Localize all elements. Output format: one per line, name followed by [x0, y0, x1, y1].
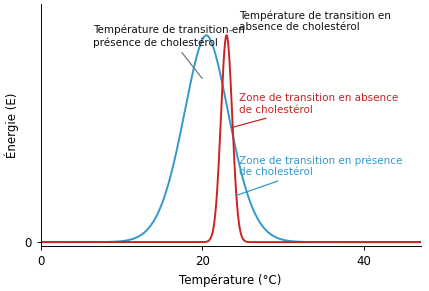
- Text: Température de transition en
présence de cholestérol: Température de transition en présence de…: [93, 25, 245, 79]
- X-axis label: Température (°C): Température (°C): [179, 274, 282, 287]
- Y-axis label: Énergie (E): Énergie (E): [4, 93, 19, 158]
- Text: Zone de transition en absence
de cholestérol: Zone de transition en absence de cholest…: [232, 93, 398, 127]
- Text: Température de transition en
absence de cholestérol: Température de transition en absence de …: [230, 10, 390, 33]
- Text: Zone de transition en présence
de cholestérol: Zone de transition en présence de choles…: [236, 155, 402, 196]
